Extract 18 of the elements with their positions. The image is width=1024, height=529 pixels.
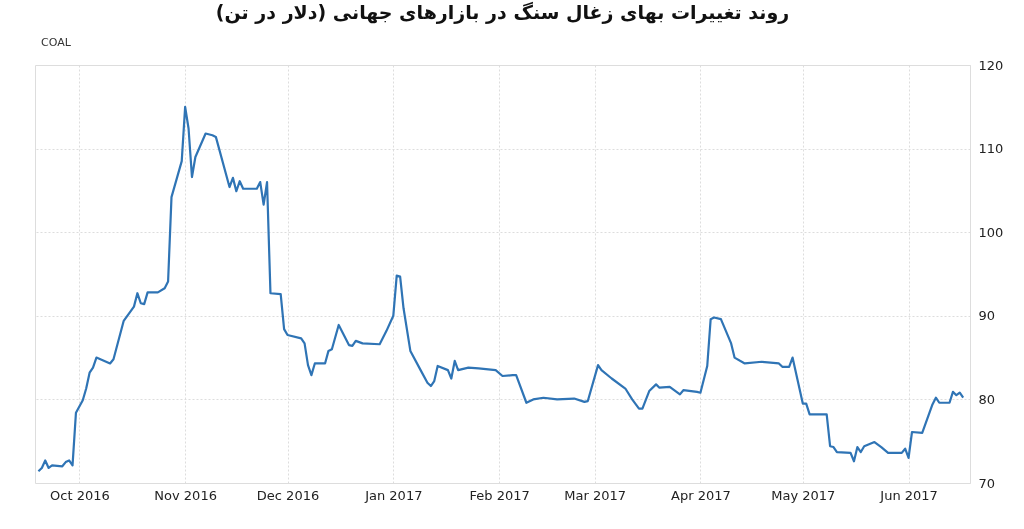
y-tick-label: 90	[978, 308, 996, 324]
x-tick-label: Nov 2016	[154, 487, 217, 503]
y-tick-label: 100	[978, 224, 1004, 240]
y-tick-label: 120	[978, 57, 1004, 73]
x-tick-label: Mar 2017	[564, 487, 627, 503]
text: COAL	[41, 36, 72, 49]
y-tick-label: 110	[978, 141, 1004, 157]
x-tick-label: Jan 2017	[364, 487, 423, 503]
line-series	[37, 105, 965, 473]
x-tick-label: May 2017	[771, 487, 836, 503]
x-tick-label: Oct 2016	[50, 487, 110, 503]
x-tick-label: Dec 2016	[256, 487, 320, 503]
x-tick-label: Jun 2017	[879, 487, 938, 503]
x-tick-label: Apr 2017	[671, 487, 731, 503]
y-tick-label: 80	[978, 391, 996, 407]
y-tick-label: 70	[978, 475, 996, 491]
x-tick-label: Feb 2017	[469, 487, 530, 503]
chart-title: روند تغییرات بهای زغال سنگ در بازارهای جهانی (دلار در تن)	[215, 1, 790, 24]
